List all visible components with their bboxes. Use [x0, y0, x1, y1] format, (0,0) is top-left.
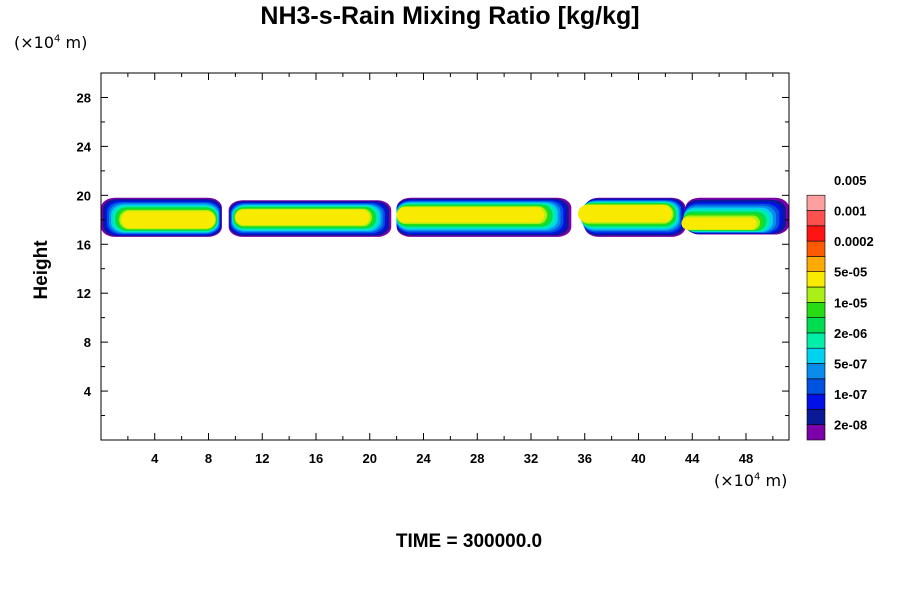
colorbar-label: 2e-08	[834, 418, 867, 433]
x-tick-label: 36	[578, 451, 592, 466]
x-tick-label: 48	[739, 451, 753, 466]
chart-title: NH3-s-Rain Mixing Ratio [kg/kg]	[260, 2, 640, 30]
x-tick-label: 4	[151, 451, 159, 466]
rain-cell	[578, 197, 686, 237]
colorbar-swatch	[806, 363, 826, 380]
colorbar-swatch	[806, 317, 826, 334]
contour-field	[101, 197, 789, 237]
colorbar-label: 0.005	[834, 173, 867, 188]
y-tick-label: 24	[77, 139, 92, 154]
rain-cell	[396, 197, 572, 237]
colorbar-label: 1e-05	[834, 295, 867, 310]
colorbar-swatch	[806, 256, 826, 272]
rain-cell	[681, 197, 789, 235]
contour-level	[121, 211, 216, 229]
y-tick-label: 20	[77, 188, 91, 203]
colorbar-swatch	[806, 225, 826, 242]
colorbar-swatch	[806, 393, 826, 410]
colorbar-swatch	[806, 271, 826, 288]
y-tick-label: 4	[84, 384, 92, 399]
contour-level	[396, 207, 545, 223]
x-tick-label: 20	[363, 451, 377, 466]
colorbar-label: 0.001	[834, 204, 867, 219]
x-tick-label: 24	[416, 451, 431, 466]
colorbar-swatch	[806, 378, 826, 395]
colorbar-swatch	[806, 332, 826, 349]
rain-cell	[101, 197, 222, 237]
contour-level	[578, 205, 673, 223]
colorbar-label: 0.0002	[834, 234, 874, 249]
y-tick-label: 8	[84, 335, 91, 350]
colorbar-label: 5e-05	[834, 265, 867, 280]
plot-frame	[100, 72, 790, 441]
y-axis-unit: (×104 m)	[14, 33, 88, 52]
colorbar-swatch	[806, 301, 826, 318]
x-tick-label: 8	[205, 451, 212, 466]
colorbar-swatch	[806, 424, 826, 441]
x-axis-unit: (×104 m)	[714, 471, 788, 490]
colorbar-swatch	[806, 210, 826, 227]
x-tick-label: 32	[524, 451, 538, 466]
contour-level	[235, 209, 370, 226]
x-tick-label: 28	[470, 451, 484, 466]
x-tick-label: 44	[685, 451, 700, 466]
colorbar-label: 1e-07	[834, 387, 867, 402]
colorbar: 2e-08 1e-07 5e-07 2e-06 1e-05 5e-05 0.0002 0.00…	[806, 173, 874, 441]
colorbar-swatch	[806, 347, 826, 364]
y-tick-label: 28	[77, 90, 91, 105]
y-tick-label: 16	[77, 237, 91, 252]
colorbar-label: 2e-06	[834, 326, 867, 341]
x-tick-label: 40	[631, 451, 645, 466]
rain-cell	[228, 200, 392, 237]
y-tick-label: 12	[77, 286, 91, 301]
contour-level	[681, 217, 757, 230]
colorbar-swatch	[806, 194, 826, 211]
colorbar-swatch	[806, 240, 826, 257]
colorbar-swatch	[806, 286, 826, 303]
colorbar-label: 5e-07	[834, 357, 867, 372]
colorbar-swatch	[806, 409, 826, 425]
time-label: TIME = 300000.0	[395, 531, 543, 552]
x-tick-label: 16	[309, 451, 323, 466]
x-tick-label: 12	[255, 451, 269, 466]
